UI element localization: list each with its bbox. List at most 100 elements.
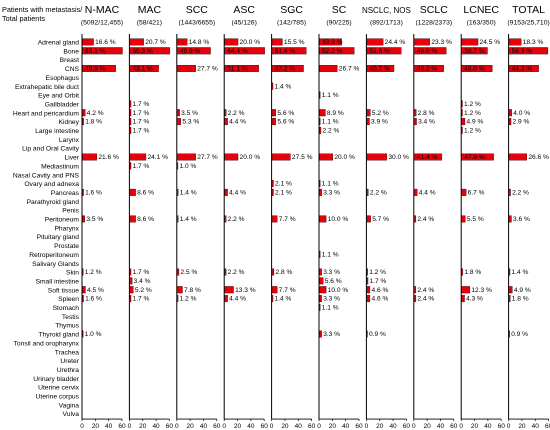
bar-label: 1.1 % bbox=[322, 92, 339, 99]
organ-label: Prostate bbox=[54, 243, 79, 250]
bar-label: 7.7 % bbox=[279, 216, 296, 223]
organ-label: Tonsil and oropharynx bbox=[14, 340, 80, 347]
bar bbox=[271, 47, 307, 55]
organ-label: Gallbladder bbox=[45, 101, 80, 108]
x-tick-label: 40 bbox=[200, 423, 208, 430]
bar-label: 0.9 % bbox=[511, 331, 528, 338]
panel-title: SC bbox=[332, 4, 347, 16]
x-tick-label: 40 bbox=[152, 423, 160, 430]
x-tick-label: 40 bbox=[532, 423, 540, 430]
bar-label: 10.0 % bbox=[328, 287, 349, 294]
bar bbox=[414, 118, 417, 126]
bar-label: 4.4 % bbox=[419, 190, 436, 197]
bar bbox=[319, 330, 322, 338]
bar bbox=[224, 268, 227, 276]
organ-label: Heart and pericardium bbox=[13, 110, 80, 117]
bar bbox=[271, 38, 283, 46]
bar-label: 2.4 % bbox=[417, 287, 434, 294]
organ-label: Large intestine bbox=[35, 128, 79, 135]
bar bbox=[271, 118, 276, 126]
panel: SCC (1443/6655) 0 20 40 60 14.8 % 49.9 % 27.7 % 3… bbox=[175, 4, 221, 430]
x-tick-label: 20 bbox=[471, 423, 479, 430]
bar-label: 51.4 % bbox=[275, 48, 296, 55]
bar-label: 2.1 % bbox=[275, 190, 292, 197]
bar-label: 3.6 % bbox=[513, 216, 530, 223]
bar bbox=[414, 295, 417, 303]
bar-label: 10.0 % bbox=[328, 216, 349, 223]
bar bbox=[82, 286, 86, 294]
organ-label: Skin bbox=[66, 270, 79, 277]
bar bbox=[129, 109, 132, 117]
bar-label: 2.2 % bbox=[322, 128, 339, 135]
bar bbox=[82, 47, 123, 55]
bar bbox=[366, 268, 368, 276]
bar bbox=[177, 153, 196, 161]
bar bbox=[366, 47, 402, 55]
panel-count: (163/350) bbox=[467, 20, 496, 27]
bar-label: 15.5 % bbox=[284, 39, 305, 46]
bar-label: 1.2 % bbox=[369, 269, 386, 276]
bar bbox=[82, 153, 98, 161]
bar-label: 48.0 % bbox=[417, 48, 438, 55]
panel: SCLC (1228/2373) 0 20 40 60 23.3 % 48.0 % 44.2 %… bbox=[412, 4, 458, 430]
bar bbox=[508, 109, 512, 117]
bar-label: 8.6 % bbox=[137, 190, 154, 197]
x-tick-label: 60 bbox=[308, 423, 316, 430]
bar bbox=[461, 126, 463, 134]
bar bbox=[508, 38, 522, 46]
bar bbox=[82, 188, 84, 196]
bar-label: 2.2 % bbox=[228, 216, 245, 223]
bar-label: 26.7 % bbox=[339, 66, 360, 73]
bar bbox=[271, 286, 278, 294]
bar-label: 1.2 % bbox=[180, 296, 197, 303]
panel-count: (1443/6655) bbox=[178, 20, 215, 27]
bar bbox=[366, 188, 369, 196]
bar-label: 4.0 % bbox=[513, 110, 530, 117]
organ-label: Vulva bbox=[63, 411, 80, 418]
bar-label: 7.8 % bbox=[184, 287, 201, 294]
x-tick-label: 0 bbox=[270, 423, 274, 430]
bar bbox=[366, 295, 371, 303]
x-tick-label: 60 bbox=[498, 423, 506, 430]
bar bbox=[319, 188, 322, 196]
bar bbox=[319, 303, 321, 311]
bar-label: 1.8 % bbox=[512, 296, 529, 303]
bar bbox=[177, 215, 179, 223]
panel-title: SGC bbox=[280, 4, 303, 16]
bar-label: 2.2 % bbox=[370, 190, 387, 197]
bar bbox=[224, 286, 234, 294]
bar bbox=[129, 118, 132, 126]
organ-label: Uterine corpus bbox=[36, 394, 80, 401]
bar-label: 49.8 % bbox=[85, 66, 106, 73]
bar-label: 41.4 % bbox=[417, 154, 438, 161]
bar-label: 27.5 % bbox=[292, 154, 313, 161]
panel: SC (90/225) 0 20 40 60 33.3 % 52.2 % 26.7 % 1.1 %… bbox=[317, 4, 363, 430]
bar-label: 38.7 % bbox=[464, 48, 485, 55]
panel-title: NSCLC, NOS bbox=[362, 6, 411, 15]
organ-label: Penis bbox=[62, 208, 79, 215]
x-tick-label: 60 bbox=[261, 423, 269, 430]
bar-label: 12.3 % bbox=[471, 287, 492, 294]
bar bbox=[508, 65, 539, 72]
organ-label: Pituitary gland bbox=[37, 234, 80, 241]
x-tick-label: 60 bbox=[166, 423, 174, 430]
bar-label: 21.6 % bbox=[98, 154, 119, 161]
panel-title: ASC bbox=[233, 4, 255, 16]
bar-label: 1.4 % bbox=[275, 296, 292, 303]
bar bbox=[319, 153, 333, 161]
organ-label: Stomach bbox=[53, 305, 80, 312]
x-tick-label: 0 bbox=[80, 423, 84, 430]
bar bbox=[224, 109, 227, 117]
bar bbox=[271, 215, 278, 223]
bar bbox=[224, 38, 239, 46]
bar bbox=[224, 47, 265, 55]
corner-label-line: Patients with metastasis/ bbox=[2, 5, 83, 14]
panel: ASC (45/126) 0 20 40 60 20.0 % 64.4 % 51.1 % 2.2 … bbox=[222, 4, 268, 430]
panel: LCNEC (163/350) 0 20 40 60 24.5 % 38.7 % 46.0 % 1… bbox=[459, 4, 505, 430]
bar bbox=[414, 286, 417, 294]
bar bbox=[177, 162, 179, 170]
bar bbox=[414, 47, 447, 55]
bar-label: 30.0 % bbox=[388, 154, 409, 161]
bar bbox=[129, 126, 132, 134]
bar-label: 1.1 % bbox=[322, 251, 339, 258]
